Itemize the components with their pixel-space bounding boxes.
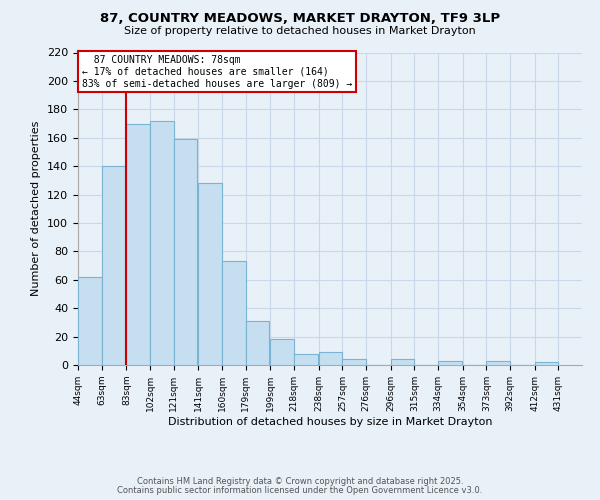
Bar — [199, 183, 222, 365]
Y-axis label: Number of detached properties: Number of detached properties — [31, 121, 41, 296]
Text: 87 COUNTRY MEADOWS: 78sqm
← 17% of detached houses are smaller (164)
83% of semi: 87 COUNTRY MEADOWS: 78sqm ← 17% of detac… — [82, 56, 352, 88]
Text: Contains HM Land Registry data © Crown copyright and database right 2025.: Contains HM Land Registry data © Crown c… — [137, 477, 463, 486]
Text: Size of property relative to detached houses in Market Drayton: Size of property relative to detached ho… — [124, 26, 476, 36]
Bar — [343, 360, 366, 365]
Text: Contains public sector information licensed under the Open Government Licence v3: Contains public sector information licen… — [118, 486, 482, 495]
Bar — [438, 360, 461, 365]
Bar — [150, 120, 173, 365]
Bar — [294, 354, 317, 365]
Bar — [245, 321, 269, 365]
Bar — [127, 124, 150, 365]
Text: 87, COUNTRY MEADOWS, MARKET DRAYTON, TF9 3LP: 87, COUNTRY MEADOWS, MARKET DRAYTON, TF9… — [100, 12, 500, 26]
Bar — [222, 262, 245, 365]
X-axis label: Distribution of detached houses by size in Market Drayton: Distribution of detached houses by size … — [168, 416, 492, 426]
Bar — [535, 362, 559, 365]
Bar — [391, 360, 415, 365]
Bar — [271, 340, 294, 365]
Bar — [101, 166, 125, 365]
Bar — [78, 277, 101, 365]
Bar — [319, 352, 343, 365]
Bar — [173, 139, 197, 365]
Bar — [487, 360, 510, 365]
